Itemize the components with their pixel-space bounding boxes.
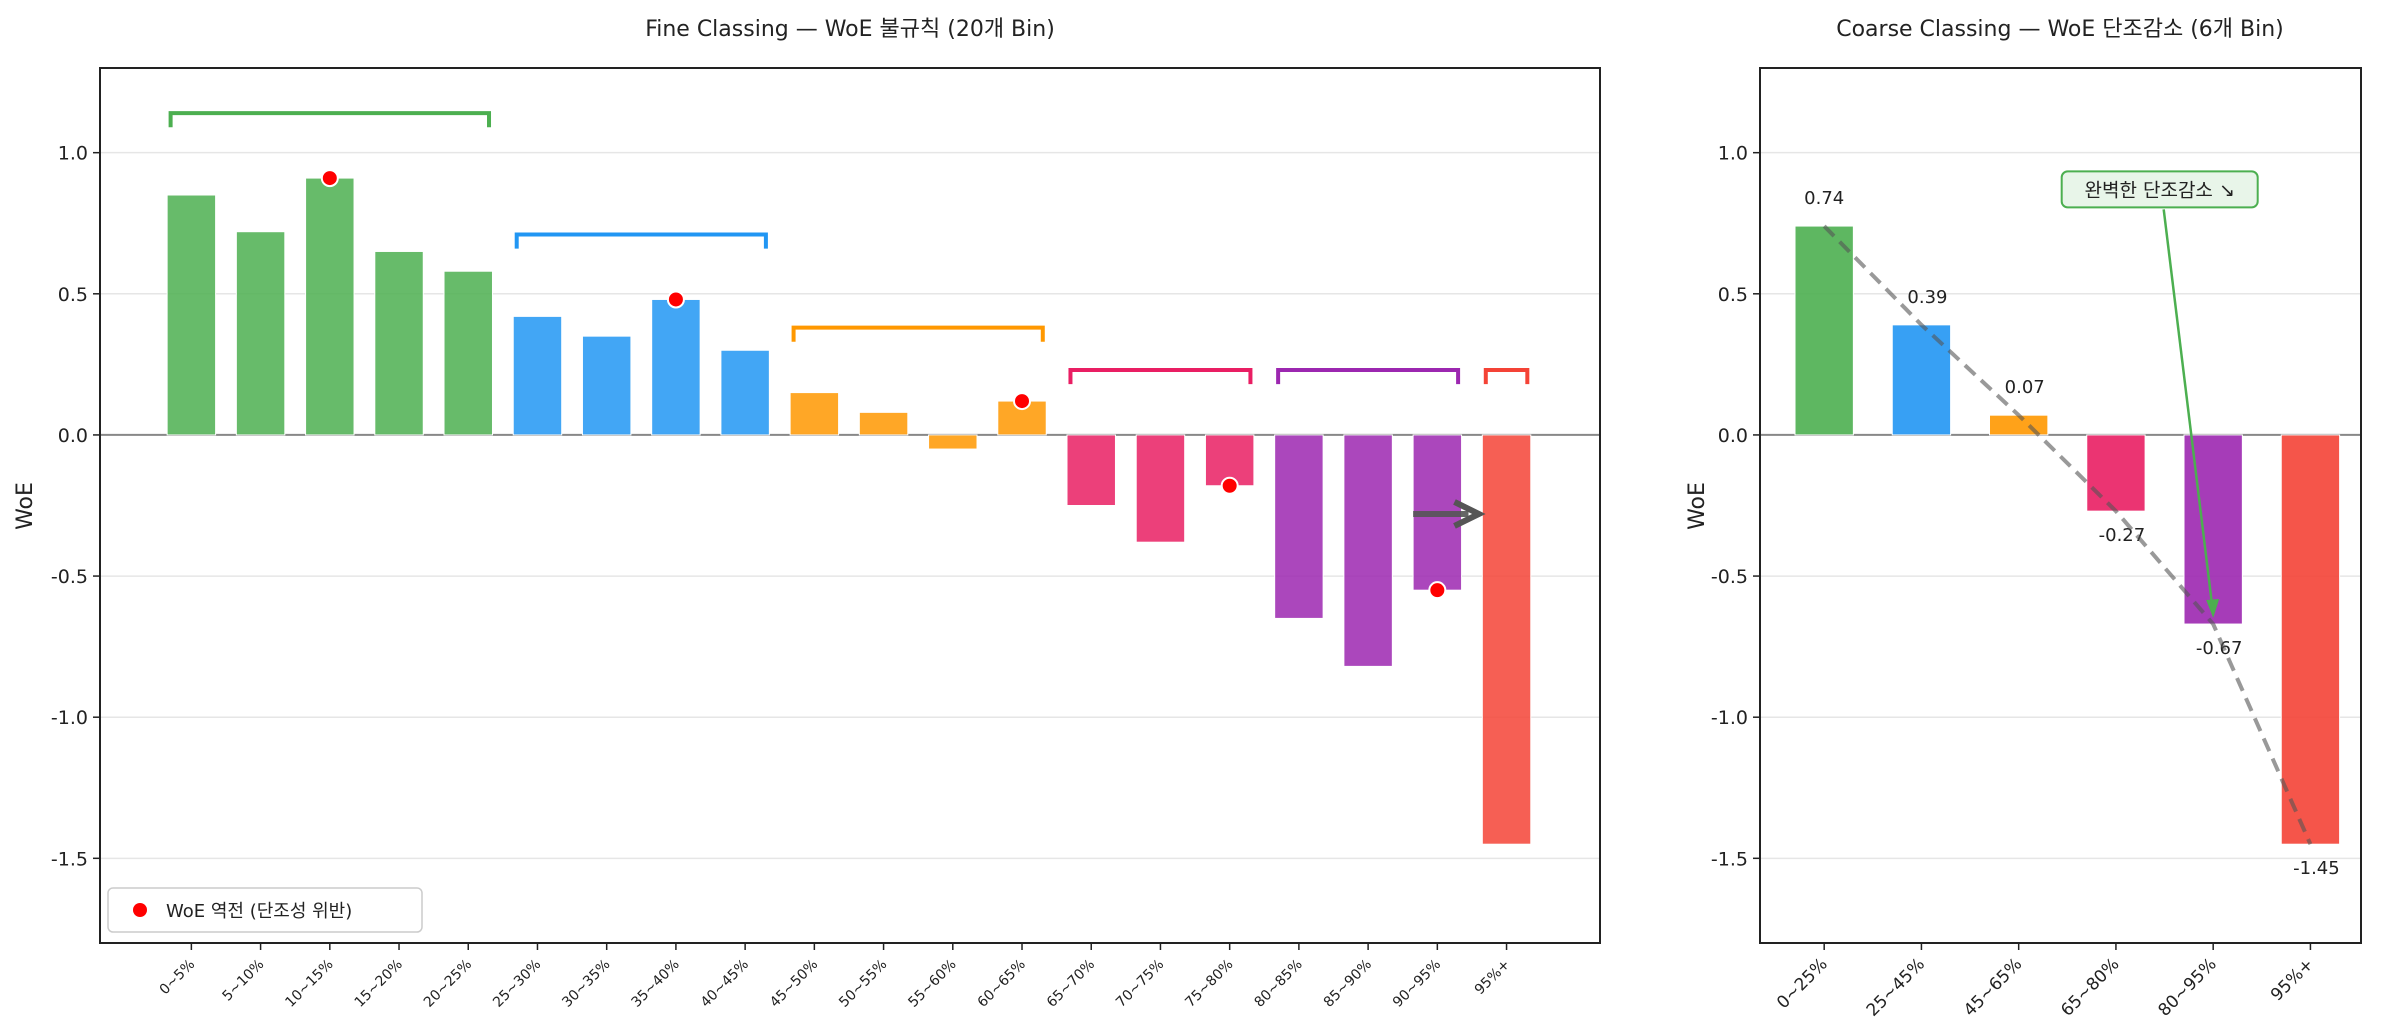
bar: [997, 400, 1047, 436]
y-tick-label: -0.5: [1711, 566, 1748, 588]
bar: [235, 231, 286, 436]
x-tick-label: 65~70%: [1044, 957, 1098, 1011]
x-tick-label: 70~75%: [1113, 957, 1167, 1011]
bar: [651, 298, 701, 436]
bar: [1274, 434, 1324, 619]
x-tick-label: 0~25%: [1773, 954, 1832, 1013]
bar: [512, 315, 563, 436]
bar: [789, 392, 840, 436]
y-tick-label: -1.5: [1711, 848, 1748, 870]
fine-y-axis-label: WoE: [13, 482, 38, 530]
x-tick-label: 0~5%: [157, 957, 199, 999]
annotation-arrow-head-icon: [2206, 599, 2220, 619]
x-tick-label: 95%+: [2267, 954, 2318, 1005]
coarse-classing-plot: -1.5 -1.0 -0.5 0.0 0.5 1.0 0~25% 25~45% 45~65% 65…: [1711, 67, 2362, 1021]
x-tick-label: 60~65%: [975, 957, 1029, 1011]
x-tick-label: 95%+: [1472, 957, 1514, 999]
violation-marker: [320, 169, 339, 188]
x-tick-label: 45~50%: [767, 957, 821, 1011]
x-tick-label: 25~30%: [490, 957, 544, 1011]
annotation-box: [2060, 170, 2259, 209]
bar: [1989, 414, 2049, 436]
legend-marker: [133, 903, 147, 917]
legend-label: WoE 역전 (단조성 위반): [166, 901, 352, 922]
x-tick-label: 35~40%: [629, 957, 683, 1011]
y-tick-label: -1.0: [51, 707, 88, 729]
group-bracket: [514, 232, 768, 249]
x-tick-label: 15~20%: [352, 957, 406, 1011]
y-tick-label: 0.5: [1718, 284, 1748, 306]
x-tick-label: 75~80%: [1182, 957, 1236, 1011]
violation-marker: [1428, 581, 1447, 600]
bar: [720, 349, 770, 436]
y-tick-label: 0.0: [58, 425, 88, 447]
y-tick-label: 0.0: [1718, 425, 1748, 447]
group-bracket: [791, 325, 1045, 342]
x-tick-label: 25~45%: [1863, 954, 1929, 1020]
trend-line: [1822, 224, 2313, 846]
bar: [2280, 434, 2341, 845]
fine-chart-title: Fine Classing — WoE 불규칙 (20개 Bin): [645, 17, 1055, 42]
data-label: 0.39: [1907, 287, 1947, 308]
y-tick-label: 1.0: [58, 143, 88, 165]
plot-frame: [1759, 67, 2362, 944]
group-bracket: [168, 111, 492, 128]
violation-marker: [1013, 392, 1032, 411]
data-label: 0.07: [2005, 377, 2045, 398]
data-label: -1.45: [2293, 858, 2340, 879]
y-tick-label: 1.0: [1718, 143, 1748, 165]
x-tick-label: 65~80%: [2057, 954, 2123, 1020]
x-tick-label: 55~60%: [905, 957, 959, 1011]
x-tick-label: 30~35%: [559, 957, 613, 1011]
annotation-text: 완벽한 단조감소 ↘: [2085, 179, 2235, 201]
violation-marker: [1220, 476, 1239, 495]
bar: [2183, 434, 2243, 625]
x-tick-label: 20~25%: [421, 957, 475, 1011]
group-bracket: [1068, 368, 1253, 385]
x-tick-label: 10~15%: [282, 957, 336, 1011]
coarse-y-axis-label: WoE: [1685, 482, 1710, 530]
data-label: -0.67: [2196, 638, 2243, 659]
x-tick-label: 85~90%: [1321, 957, 1375, 1011]
bar: [1135, 434, 1186, 543]
bar: [374, 250, 424, 436]
group-bracket: [1276, 368, 1461, 385]
data-label: -0.27: [2099, 525, 2146, 546]
arrow-head-icon: [1453, 499, 1486, 529]
y-tick-label: 0.5: [58, 284, 88, 306]
y-tick-label: -0.5: [51, 566, 88, 588]
x-tick-label: 80~95%: [2154, 954, 2220, 1020]
x-tick-label: 40~45%: [698, 957, 752, 1011]
bar: [1481, 434, 1532, 845]
bar: [1794, 225, 1854, 436]
bar: [581, 335, 632, 436]
bar: [305, 177, 355, 436]
bar: [858, 411, 909, 436]
coarse-chart-title: Coarse Classing — WoE 단조감소 (6개 Bin): [1836, 17, 2284, 42]
x-tick-label: 50~55%: [836, 957, 890, 1011]
bar: [166, 194, 217, 436]
bar: [443, 270, 493, 436]
data-label: 0.74: [1804, 188, 1844, 209]
legend-box: [107, 887, 423, 933]
plot-frame: [99, 67, 1601, 944]
x-tick-label: 5~10%: [220, 957, 268, 1005]
x-tick-label: 90~95%: [1390, 957, 1444, 1011]
bar: [1343, 434, 1393, 667]
fine-classing-plot: -1.5 -1.0 -0.5 0.0 0.5 1.0 0~5% 5~10% 10~15% 15~2…: [51, 67, 1601, 1011]
legend: WoE 역전 (단조성 위반): [107, 887, 423, 933]
x-tick-label: 45~65%: [1960, 954, 2026, 1020]
y-tick-label: -1.0: [1711, 707, 1748, 729]
y-tick-label: -1.5: [51, 848, 88, 870]
x-tick-label: 80~85%: [1252, 957, 1306, 1011]
bar: [928, 434, 978, 450]
bar: [1066, 434, 1116, 506]
annotation-arrow: [2162, 209, 2215, 615]
group-bracket: [1483, 368, 1530, 385]
violation-marker: [666, 290, 685, 309]
bar: [2086, 434, 2146, 512]
